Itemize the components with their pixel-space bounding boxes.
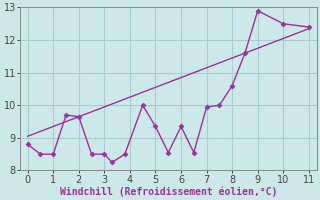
X-axis label: Windchill (Refroidissement éolien,°C): Windchill (Refroidissement éolien,°C) xyxy=(60,186,277,197)
